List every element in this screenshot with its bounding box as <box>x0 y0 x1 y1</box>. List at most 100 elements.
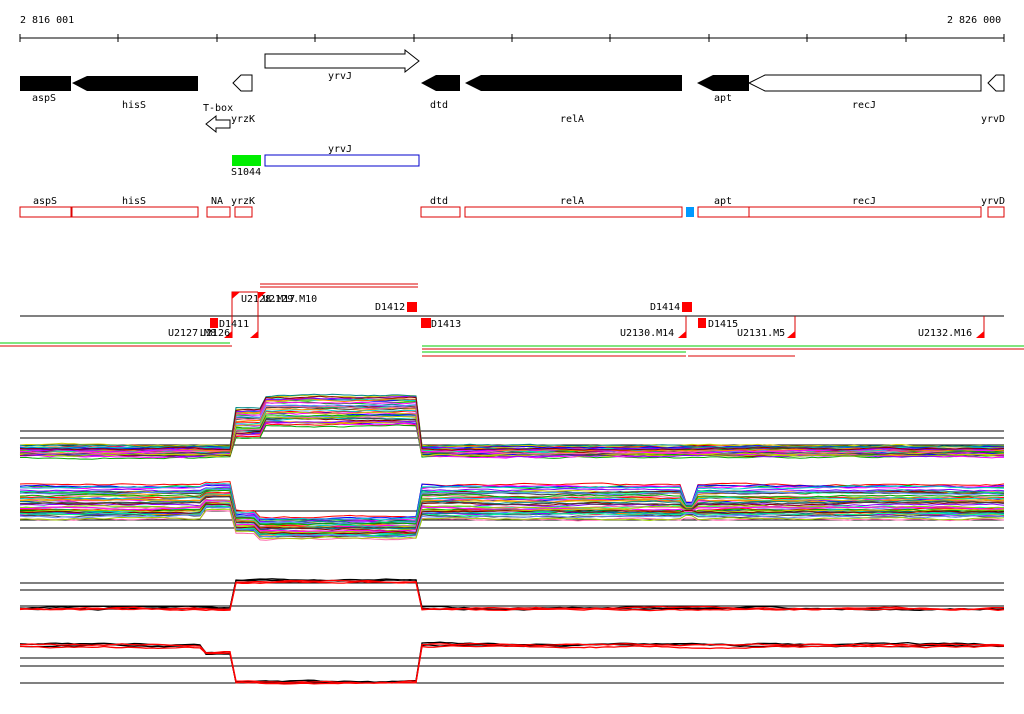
feature-yrvJ-box[interactable]: yrvJ <box>264 144 420 167</box>
gene-yrvJ-arrow[interactable]: yrvJ <box>264 48 420 82</box>
coordinate-ruler: 2 816 001 2 826 000 <box>19 15 1005 42</box>
blue-marker[interactable] <box>686 207 694 217</box>
expression-line <box>19 404 1005 451</box>
expression-line <box>19 642 1005 684</box>
gene-T-box-label: T-box <box>203 103 233 114</box>
genebox-yrzK[interactable]: yrzK <box>231 196 255 218</box>
srna-S1044-label: S1044 <box>231 167 261 178</box>
summary-panel-top <box>19 578 1005 612</box>
gene-relA-label: relA <box>560 114 584 125</box>
segment-D1414-label: D1414 <box>650 302 680 313</box>
expression-line <box>19 495 1005 531</box>
expression-line <box>19 489 1005 526</box>
segment-D1413[interactable]: D1413 <box>421 318 461 330</box>
ruler-ticks <box>19 34 1005 42</box>
genebox-hisS[interactable]: hisS <box>71 196 199 218</box>
segment-U2127.M8[interactable]: U2127.M8 <box>168 316 259 339</box>
gene-yrvD-label: yrvD <box>981 114 1005 125</box>
gene-recJ[interactable]: recJ <box>747 74 982 111</box>
segment-U2126-label: U2126 <box>200 328 230 339</box>
segment-D1412[interactable]: D1412 <box>375 302 417 313</box>
gene-hisS-label: hisS <box>122 100 146 111</box>
genebox-recJ[interactable]: recJ <box>748 196 982 218</box>
segment-U2127-label: U2127.M8 <box>168 328 216 339</box>
summary-panel-bottom <box>19 641 1005 685</box>
gene-yrzK[interactable]: yrzK <box>231 114 255 125</box>
gene-yrvJ-label: yrvJ <box>328 71 352 82</box>
gene-yrvD[interactable]: yrvD <box>981 74 1005 125</box>
expression-line <box>19 487 1005 525</box>
expression-panel-top <box>19 393 1005 460</box>
expression-line <box>19 489 1005 526</box>
segment-U2132.M16[interactable]: U2132.M16 <box>918 316 985 339</box>
segment-D1415-label: D1415 <box>708 319 738 330</box>
summary-lines-plus <box>19 578 1005 612</box>
srna-S1044[interactable]: S1044 <box>231 155 261 178</box>
expression-line <box>19 496 1005 530</box>
genebox-apt[interactable]: apt <box>697 196 750 218</box>
gene-yrzK-top[interactable] <box>232 74 253 92</box>
gene-dtd[interactable]: dtd <box>421 75 460 111</box>
expression-line <box>19 508 1005 540</box>
genebox-yrzK-label: yrzK <box>231 196 255 207</box>
segmentation-track: U2128.M17 U2129.M10 D1412 D1414 U2127.M8… <box>0 283 1024 357</box>
expression-line <box>19 420 1005 458</box>
expression-line <box>19 395 1005 451</box>
expression-line <box>19 400 1005 453</box>
expression-lines-strand-minus <box>19 481 1005 541</box>
genebox-NA[interactable]: NA <box>206 196 231 218</box>
expression-line <box>19 502 1005 535</box>
expression-line <box>19 642 1005 684</box>
expression-line <box>19 395 1005 451</box>
expression-line <box>19 481 1005 519</box>
segment-U2132-label: U2132.M16 <box>918 328 972 339</box>
genebox-aspS[interactable]: aspS <box>19 196 72 218</box>
genebox-yrvD[interactable]: yrvD <box>981 196 1005 218</box>
genebox-NA-label: NA <box>211 196 223 207</box>
genebox-recJ-label: recJ <box>852 196 876 207</box>
segment-D1415[interactable]: D1415 <box>698 318 738 330</box>
gene-yrzK-label: yrzK <box>231 114 255 125</box>
segment-D1413-label: D1413 <box>431 319 461 330</box>
genebox-dtd[interactable]: dtd <box>420 196 461 218</box>
gene-box-track: aspS hisS NA yrzK dtd relA apt rec <box>19 196 1005 218</box>
genebox-dtd-label: dtd <box>430 196 448 207</box>
expression-line <box>20 482 1005 521</box>
coord-end-label: 2 826 000 <box>947 15 1001 26</box>
expression-panel-bottom <box>19 481 1005 541</box>
genebox-relA-label: relA <box>560 196 584 207</box>
segment-U2128.M17[interactable]: U2128.M17 <box>231 291 295 316</box>
segment-U2128-label: U2128.M17 <box>241 294 295 305</box>
genebox-hisS-label: hisS <box>122 196 146 207</box>
segment-U2126[interactable]: U2126 <box>200 316 233 339</box>
expression-line <box>19 503 1005 535</box>
gene-aspS[interactable]: aspS <box>20 76 71 104</box>
segment-U2129-label: U2129.M10 <box>263 294 317 305</box>
segment-D1411[interactable]: D1411 <box>210 318 249 330</box>
segment-U2129.M10[interactable]: U2129.M10 <box>257 292 317 316</box>
genebox-apt-label: apt <box>714 196 732 207</box>
segment-U2131-label: U2131.M5 <box>737 328 785 339</box>
expression-line <box>19 394 1005 448</box>
segment-D1411-label: D1411 <box>219 319 249 330</box>
expression-line <box>19 403 1005 450</box>
expression-line <box>19 397 1005 449</box>
gene-apt[interactable]: apt <box>697 75 749 104</box>
gene-dtd-label: dtd <box>430 100 448 111</box>
segment-D1412-label: D1412 <box>375 302 405 313</box>
expression-line <box>19 491 1005 529</box>
expression-line <box>19 493 1005 528</box>
segment-U2131.M5[interactable]: U2131.M5 <box>737 316 796 339</box>
gene-relA[interactable]: relA <box>465 75 682 125</box>
expression-line <box>19 506 1005 538</box>
gene-T-box[interactable]: T-box <box>203 103 233 134</box>
genebox-aspS-label: aspS <box>33 196 57 207</box>
segment-D1414[interactable]: D1414 <box>650 302 692 313</box>
genebox-relA[interactable]: relA <box>464 196 683 218</box>
segment-U2130.M14[interactable]: U2130.M14 <box>620 316 687 339</box>
coord-start-label: 2 816 001 <box>20 15 74 26</box>
expression-line <box>19 398 1005 451</box>
expression-line <box>20 398 1005 453</box>
gene-hisS[interactable]: hisS <box>72 76 198 111</box>
